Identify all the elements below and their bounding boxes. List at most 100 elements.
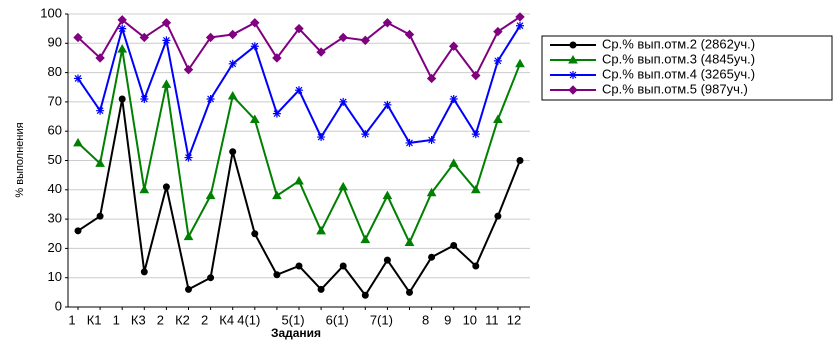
marker — [493, 26, 503, 37]
marker — [404, 237, 415, 247]
x-tick-label: К4 — [219, 312, 234, 327]
x-tick-label: 6(1) — [326, 312, 349, 327]
marker — [361, 291, 369, 299]
legend-label: Ср.% вып.отм.5 (987уч.) — [602, 81, 748, 96]
marker — [162, 36, 171, 45]
marker — [383, 256, 391, 264]
marker — [295, 86, 303, 95]
y-tick-label: 20 — [48, 240, 62, 255]
x-tick-label: 8 — [422, 312, 429, 327]
marker — [250, 18, 260, 28]
x-tick-label: 10 — [463, 312, 477, 327]
marker — [185, 285, 192, 293]
marker — [338, 32, 348, 43]
marker — [294, 23, 304, 34]
marker — [227, 91, 238, 100]
x-tick-label: 7(1) — [370, 312, 393, 327]
legend-label: Ср.% вып.отм.4 (3265уч.) — [602, 66, 755, 81]
marker — [205, 32, 216, 43]
y-tick-label: 50 — [48, 152, 62, 167]
x-tick-label: К2 — [175, 312, 190, 327]
marker — [448, 158, 459, 167]
marker — [249, 114, 260, 123]
marker — [494, 212, 502, 220]
marker — [118, 95, 126, 103]
marker — [161, 79, 172, 88]
marker — [470, 184, 481, 194]
marker — [316, 47, 326, 57]
marker — [251, 230, 259, 238]
marker — [448, 41, 459, 51]
marker — [383, 100, 392, 109]
x-tick-label: 2 — [201, 312, 208, 327]
marker — [360, 234, 371, 244]
marker — [272, 53, 282, 63]
marker — [117, 15, 127, 25]
marker — [360, 35, 371, 46]
x-tick-label: 12 — [507, 312, 521, 327]
marker — [118, 24, 127, 33]
marker — [140, 94, 149, 103]
marker — [74, 227, 82, 235]
y-tick-label: 0 — [55, 298, 62, 313]
x-tick-label: 5(1) — [281, 312, 304, 327]
marker — [361, 130, 370, 139]
y-tick-label: 80 — [48, 64, 62, 79]
marker — [493, 56, 502, 65]
x-tick-label: 1 — [68, 312, 75, 327]
marker — [272, 190, 282, 200]
x-tick-label: 4(1) — [237, 312, 260, 327]
legend-marker — [568, 54, 578, 64]
marker — [73, 32, 83, 43]
y-tick-label: 30 — [48, 211, 62, 226]
marker — [472, 262, 480, 270]
marker — [515, 12, 525, 22]
y-tick-label: 70 — [48, 93, 62, 108]
marker — [139, 184, 150, 194]
marker — [316, 225, 326, 235]
marker — [449, 94, 458, 103]
x-tick-label: К3 — [131, 312, 146, 327]
marker — [339, 262, 347, 270]
marker — [96, 212, 104, 220]
marker — [227, 29, 238, 40]
marker — [117, 44, 128, 53]
x-tick-label: 1 — [113, 312, 120, 327]
marker — [294, 176, 304, 185]
marker — [382, 190, 393, 200]
legend-label: Ср.% вып.отм.2 (2862уч.) — [602, 36, 755, 51]
series-line — [77, 48, 521, 245]
marker — [272, 109, 281, 118]
marker — [404, 29, 415, 40]
marker — [206, 94, 215, 103]
marker — [205, 190, 216, 200]
x-axis-label: Задания — [271, 326, 321, 340]
legend-marker — [568, 85, 578, 95]
marker — [184, 153, 193, 162]
marker — [516, 21, 524, 30]
marker — [406, 288, 413, 296]
marker — [338, 181, 349, 191]
marker — [493, 114, 503, 123]
y-tick-label: 60 — [48, 123, 62, 138]
legend-marker — [569, 41, 577, 49]
marker — [426, 73, 437, 84]
marker — [229, 148, 237, 156]
marker — [516, 157, 524, 164]
legend-label: Ср.% вып.отм.3 (4845уч.) — [602, 51, 755, 66]
marker — [471, 70, 481, 81]
marker — [96, 106, 105, 115]
marker — [207, 274, 215, 282]
marker — [382, 18, 393, 28]
x-tick-label: 11 — [485, 312, 499, 327]
marker — [471, 130, 480, 139]
marker — [428, 253, 436, 261]
marker — [450, 241, 458, 249]
marker — [317, 133, 326, 142]
marker — [339, 97, 348, 106]
marker — [405, 138, 414, 147]
marker — [95, 158, 105, 167]
y-axis-label: % выполнения — [14, 122, 26, 197]
marker — [183, 64, 194, 75]
marker — [161, 18, 172, 28]
